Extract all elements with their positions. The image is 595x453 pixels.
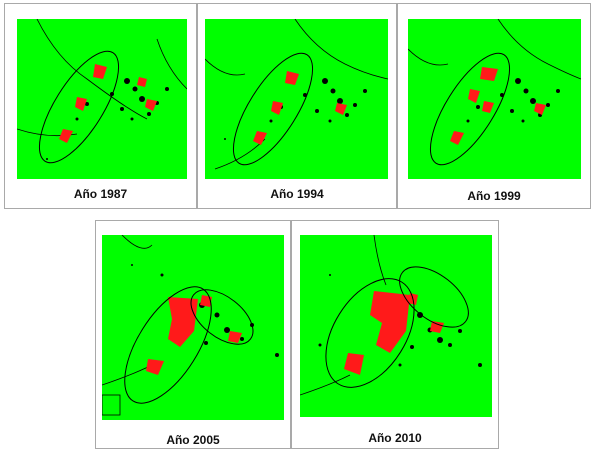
land-cover-map-2005 — [102, 235, 284, 420]
land-cover-drawing-1994 — [205, 19, 388, 170]
land-cover-map-1994 — [205, 19, 388, 179]
panel-caption: Año 2010 — [368, 431, 422, 445]
map-panel-1994: Año 1994 — [197, 3, 397, 209]
land-cover-drawing-2005 — [102, 235, 279, 416]
map-panel-2010: Año 2010 — [291, 220, 499, 449]
map-panel-2005: Año 2005 — [95, 220, 291, 449]
land-cover-map-1999 — [408, 19, 581, 179]
panel-caption: Año 1994 — [270, 187, 324, 201]
panel-caption: Año 2005 — [166, 433, 220, 447]
land-cover-drawing-2010 — [300, 235, 482, 396]
map-panel-1999: Año 1999 — [397, 3, 591, 209]
land-cover-drawing-1987 — [17, 19, 187, 164]
map-panel-1987: Año 1987 — [4, 3, 197, 209]
panel-caption: Año 1999 — [467, 189, 521, 203]
land-cover-map-1987 — [17, 19, 187, 179]
land-cover-drawing-1999 — [408, 19, 581, 166]
panel-caption: Año 1987 — [73, 187, 128, 201]
land-cover-map-2010 — [300, 235, 492, 417]
